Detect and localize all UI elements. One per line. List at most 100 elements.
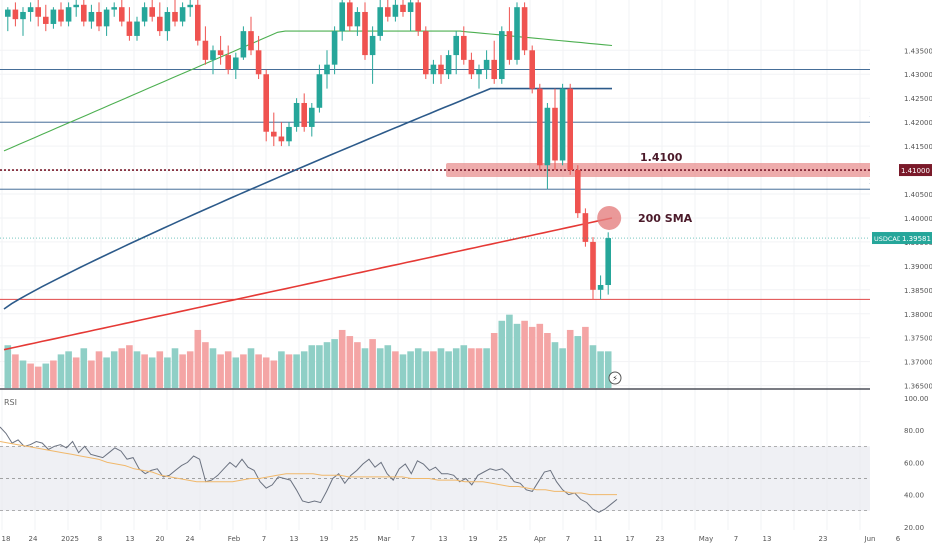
- volume-bar: [498, 320, 506, 388]
- candle-body: [605, 238, 611, 286]
- volume-bar: [483, 348, 490, 388]
- candle-body: [141, 7, 148, 22]
- time-axis-label: 20: [156, 535, 165, 543]
- volume-bar: [95, 351, 103, 388]
- volume-bar: [604, 351, 612, 388]
- candle-body: [575, 170, 581, 214]
- candle-body: [354, 11, 361, 27]
- candle-body: [187, 4, 193, 8]
- candle-body: [369, 35, 376, 56]
- candle-body: [567, 88, 573, 171]
- volume-bar: [80, 348, 88, 388]
- volume-bar: [300, 351, 308, 388]
- price-tick-label: 1.43000: [904, 71, 932, 79]
- volume-bar: [232, 357, 240, 388]
- candle-body: [96, 11, 102, 27]
- candle-body: [278, 136, 285, 142]
- candle-body: [172, 11, 178, 22]
- volume-bar: [597, 351, 604, 388]
- volume-bar: [323, 342, 331, 388]
- volume-bar: [354, 342, 361, 388]
- volume-bar: [88, 360, 95, 388]
- candle-body: [149, 7, 155, 17]
- volume-bar: [72, 357, 80, 388]
- candle-body: [537, 88, 543, 166]
- candle-body: [309, 107, 315, 127]
- candle-body: [210, 50, 216, 60]
- candle-body: [445, 55, 452, 75]
- time-axis-label: 23: [656, 535, 665, 543]
- candle-body: [461, 35, 467, 60]
- candle-body: [582, 213, 589, 242]
- volume-bar: [490, 333, 498, 388]
- rsi-line: [0, 426, 618, 513]
- time-axis-label: 24: [186, 535, 195, 543]
- candle-body: [5, 9, 11, 17]
- price-tick-label: 1.42500: [904, 95, 932, 103]
- candle-body: [202, 40, 209, 60]
- candle-body: [43, 16, 49, 24]
- volume-bar: [224, 351, 232, 388]
- candle-body: [240, 31, 247, 58]
- candle-body: [392, 4, 399, 17]
- candle-body: [590, 241, 596, 290]
- volume-bar: [171, 348, 179, 388]
- volume-bar: [27, 363, 34, 388]
- candle-body: [293, 102, 300, 127]
- candle-body: [20, 11, 26, 20]
- candle-body: [179, 7, 186, 22]
- candle-body: [50, 9, 57, 24]
- volume-bar: [475, 348, 483, 388]
- price-tag: [900, 232, 932, 245]
- volume-bar: [110, 351, 118, 388]
- time-axis-label: 7: [734, 535, 738, 543]
- rsi-tick-label: 100.00: [904, 395, 929, 403]
- volume-bar: [293, 354, 300, 388]
- candle-body: [225, 55, 231, 70]
- time-axis-label: 7: [411, 535, 415, 543]
- candle-body: [58, 9, 64, 22]
- volume-bar: [369, 339, 376, 388]
- candle-body: [415, 2, 421, 32]
- volume-bar: [376, 348, 384, 388]
- volume-bar: [262, 357, 270, 388]
- volume-bar: [12, 354, 19, 388]
- volume-bar: [103, 357, 110, 388]
- sma200-label: 200 SMA: [638, 212, 693, 225]
- time-axis-label: 19: [469, 535, 478, 543]
- candle-body: [103, 9, 110, 27]
- volume-bar: [65, 351, 72, 388]
- volume-bar: [50, 360, 57, 388]
- volume-bar: [574, 336, 582, 388]
- volume-bar: [414, 348, 422, 388]
- time-axis-label: 7: [566, 535, 570, 543]
- candle-body: [157, 16, 163, 32]
- volume-bar: [346, 336, 354, 388]
- rsi-ma-line: [0, 441, 617, 496]
- volume-bar: [316, 345, 323, 388]
- volume-bar: [551, 342, 559, 388]
- candle-body: [233, 57, 239, 70]
- volume-bar: [566, 329, 574, 388]
- price-tick-label: 1.38500: [904, 287, 932, 295]
- volume-bar: [247, 348, 255, 388]
- resistance-axis-tag: [899, 164, 932, 177]
- candle-body: [453, 35, 459, 56]
- current-price-label: 1.39581: [902, 235, 931, 243]
- volume-bar: [468, 348, 475, 388]
- volume-bar: [582, 326, 589, 388]
- volume-bar: [285, 354, 293, 388]
- lightning-icon: [608, 371, 622, 385]
- rsi-tick-label: 40.00: [904, 492, 924, 500]
- volume-bar: [141, 354, 148, 388]
- candle-body: [119, 7, 125, 22]
- volume-bar: [338, 329, 346, 388]
- time-axis-label: 6: [896, 535, 901, 543]
- price-tick-label: 1.37000: [904, 359, 932, 367]
- volume-bar: [4, 345, 12, 388]
- volume-bar: [399, 354, 407, 388]
- candle-body: [362, 11, 368, 56]
- candle-body: [438, 64, 444, 75]
